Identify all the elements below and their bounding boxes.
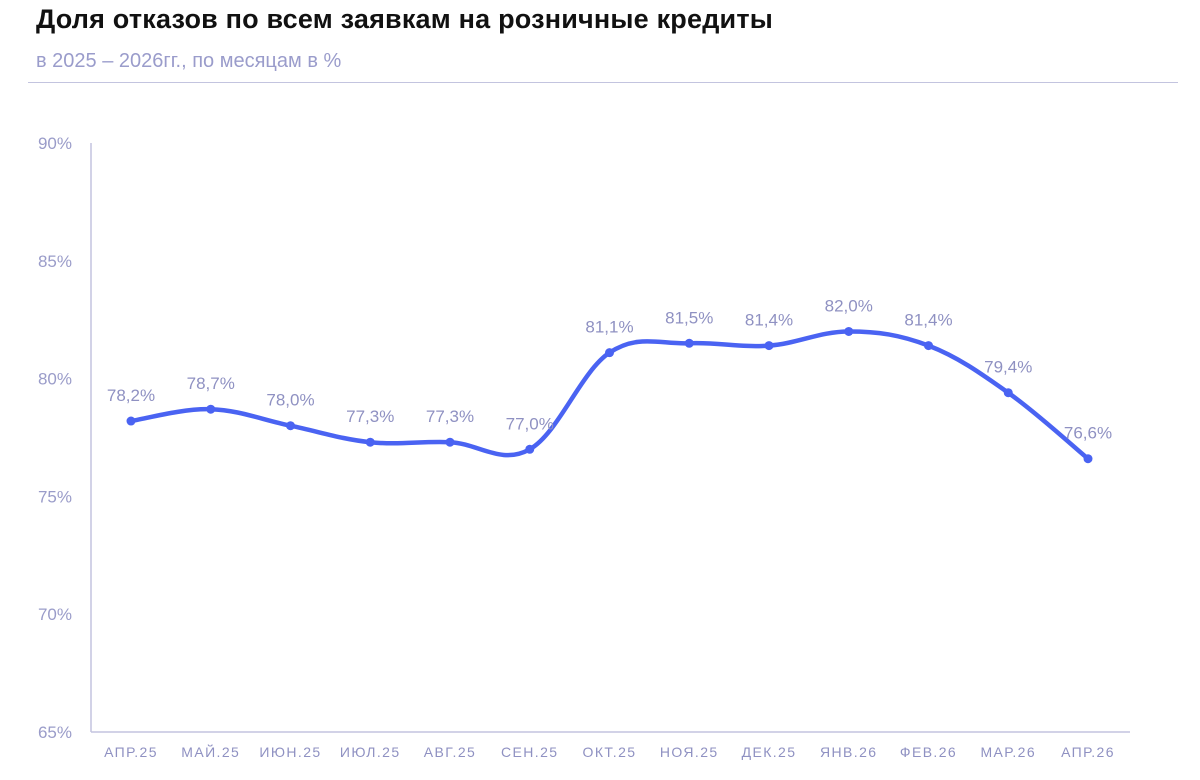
y-tick-label: 75% <box>38 487 72 506</box>
x-tick-label: АПР.26 <box>1061 744 1115 760</box>
data-label: 81,1% <box>585 318 633 337</box>
y-tick-label: 70% <box>38 605 72 624</box>
header-divider <box>28 82 1178 83</box>
data-point <box>924 341 933 351</box>
data-label: 76,6% <box>1064 424 1112 443</box>
x-tick-label: ДЕК.25 <box>742 744 797 760</box>
data-label: 79,4% <box>984 358 1032 377</box>
y-tick-label: 80% <box>38 370 72 389</box>
data-label: 81,4% <box>904 311 952 330</box>
data-label: 78,2% <box>107 386 155 405</box>
x-tick-label: МАР.26 <box>980 744 1036 760</box>
data-point <box>844 326 854 336</box>
data-point <box>684 338 694 348</box>
data-point <box>1083 454 1093 464</box>
data-label: 81,4% <box>745 311 793 330</box>
x-tick-label: ЯНВ.26 <box>820 744 877 760</box>
data-labels: 78,2% 78,7% 78,0% 77,3% 77,3% 77,0% 81,1% 81,5%… <box>107 296 1112 442</box>
chart-subtitle: в 2025 – 2026гг., по месяцам в % <box>36 50 342 72</box>
chart-title: Доля отказов по всем заявкам на розничны… <box>36 4 774 34</box>
chart-axes <box>90 143 1130 733</box>
data-point <box>525 444 535 454</box>
data-point <box>605 348 614 358</box>
data-label: 77,3% <box>346 407 394 426</box>
x-axis-ticks: АПР.25 МАЙ.25 ИЮН.25 ИЮЛ.25 АВГ.25 СЕН.25 ОКТ.… <box>104 743 1115 760</box>
data-label: 77,0% <box>506 414 554 433</box>
data-point <box>445 437 455 447</box>
y-tick-label: 85% <box>38 252 72 271</box>
x-tick-label: МАЙ.25 <box>181 743 240 760</box>
data-label: 82,0% <box>825 296 873 315</box>
data-point <box>286 421 295 431</box>
series-layer <box>126 326 1093 464</box>
data-point <box>206 404 216 414</box>
data-point <box>126 416 136 426</box>
data-point <box>764 341 774 351</box>
data-label: 78,7% <box>187 374 235 393</box>
x-tick-label: АПР.25 <box>104 744 158 760</box>
x-tick-label: ИЮН.25 <box>259 744 321 760</box>
x-tick-label: СЕН.25 <box>501 744 558 760</box>
x-tick-label: НОЯ.25 <box>660 744 719 760</box>
y-tick-label: 90% <box>38 134 72 153</box>
y-axis-ticks: 90% 85% 80% 75% 70% 65% <box>38 134 72 742</box>
data-point <box>365 437 375 447</box>
data-label: 77,3% <box>426 407 474 426</box>
data-label: 78,0% <box>266 391 314 410</box>
data-point <box>1003 388 1013 398</box>
x-tick-label: ИЮЛ.25 <box>340 744 401 760</box>
data-label: 81,5% <box>665 308 713 327</box>
x-tick-label: ОКТ.25 <box>583 744 637 760</box>
y-tick-label: 65% <box>38 723 72 742</box>
x-tick-label: ФЕВ.26 <box>900 744 957 760</box>
x-tick-label: АВГ.25 <box>424 744 476 760</box>
